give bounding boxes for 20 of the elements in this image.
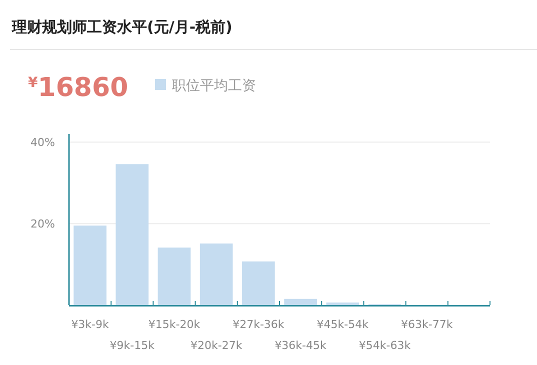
bar <box>284 298 317 305</box>
x-tick-label: ¥9k-15k <box>110 339 156 352</box>
bar <box>200 244 233 305</box>
x-tick-label: ¥54k-63k <box>358 339 412 352</box>
text: $^{¥}$16860 <box>28 73 128 103</box>
legend-label: 职位平均工资 <box>172 78 256 94</box>
x-tick-label: ¥3k-9k <box>71 318 110 331</box>
bar <box>158 248 191 305</box>
y-tick-label: 20% <box>30 218 55 231</box>
bar <box>242 261 275 305</box>
bar <box>116 164 149 305</box>
x-tick-label: ¥27k-36k <box>232 318 285 331</box>
x-tick-label: ¥45k-54k <box>316 318 370 331</box>
x-tick-label: ¥36k-45k <box>274 339 328 352</box>
x-tick-label: ¥20k-27k <box>190 339 243 352</box>
chart-title: 理财规划师工资水平(元/月-税前) <box>11 18 232 36</box>
bar <box>74 226 106 305</box>
x-tick-label: ¥63k-77k <box>401 318 454 331</box>
y-tick-label: 40% <box>30 136 55 150</box>
x-tick-label: ¥15k-20k <box>148 318 201 331</box>
